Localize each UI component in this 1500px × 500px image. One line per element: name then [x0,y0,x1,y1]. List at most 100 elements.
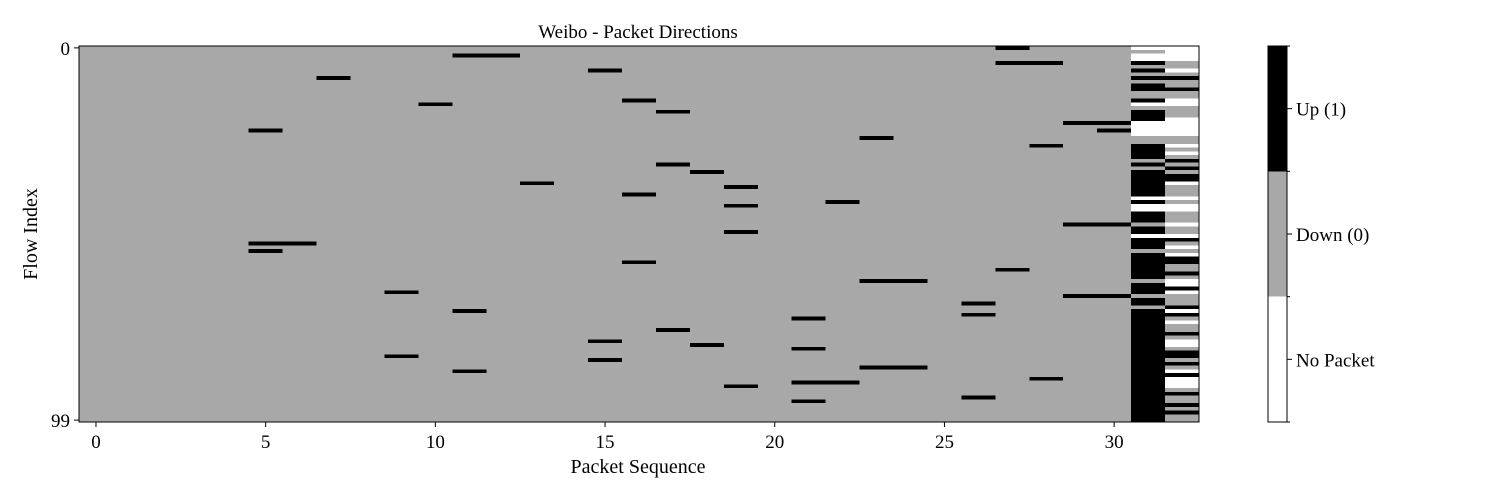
heatmap-cell-down [79,222,1064,227]
heatmap-cell-none [1131,57,1200,62]
heatmap-cell-up [1131,177,1200,182]
heatmap-cell-down [1165,230,1200,235]
heatmap-cell-none [1165,339,1200,344]
heatmap-cell-down [1165,399,1200,404]
flow-row [79,399,1200,404]
heatmap-cell-down [757,203,1132,208]
flow-row [79,230,1200,235]
flow-row [79,290,1200,295]
heatmap-cell-up [1131,316,1166,321]
heatmap-cell-up [961,395,996,400]
heatmap-cell-down [316,241,1132,246]
flow-row [79,102,1200,107]
heatmap-cell-up [1131,267,1166,272]
flow-row [79,106,1200,111]
heatmap-cell-down [1165,264,1200,269]
heatmap-cell-up [1131,162,1166,167]
heatmap-cell-up [1131,113,1166,118]
flow-row [79,207,1200,212]
heatmap-cell-none [1165,279,1200,284]
heatmap-cell-down [79,117,1132,122]
heatmap-cell-up [1131,395,1166,400]
flow-row [79,162,1200,167]
flow-row [79,211,1200,216]
heatmap-cell-down [486,369,1132,374]
flow-row [79,320,1200,325]
heatmap-cell-up [1131,343,1166,348]
heatmap-cell-down [757,185,1132,190]
heatmap-cell-none [1131,203,1200,208]
heatmap-cell-down [79,207,1132,212]
heatmap-cell-down [79,170,691,175]
heatmap-cell-down [1165,346,1200,351]
heatmap-cell-down [79,203,725,208]
flow-row [79,53,1200,58]
heatmap-cell-down [79,369,453,374]
heatmap-cell-down [79,418,1132,423]
heatmap-cell-up [1131,320,1166,325]
heatmap-cell-down [79,106,1200,111]
flow-row [79,222,1200,227]
heatmap-cell-up [995,46,1030,51]
heatmap-cell-up [1131,361,1200,366]
heatmap-cell-down [79,53,453,58]
heatmap-cell-down [79,279,860,284]
flow-row [79,151,1200,156]
heatmap-cell-down [79,124,1132,130]
heatmap-cell-none [1165,290,1200,295]
flow-row [79,173,1200,178]
heatmap-cell-down [79,234,1132,239]
heatmap-cell-down [79,113,1132,118]
heatmap-cell-down [554,181,1132,186]
heatmap-cell-down [79,343,691,348]
flow-row [79,188,1200,193]
flow-row [79,260,1200,265]
heatmap-cell-up [1131,380,1166,385]
flow-row [79,282,1200,287]
flow-row [79,331,1200,336]
heatmap-cell-up [1131,264,1166,269]
heatmap-cell-up [791,399,826,404]
flow-row [79,297,1200,302]
x-axis: 0 5 10 15 20 25 30 [91,422,1124,453]
flow-row [79,128,1200,133]
heatmap-cell-down [1165,188,1200,193]
heatmap-cell-down [79,166,1166,171]
heatmap-cell-down [79,226,1132,231]
heatmap-cell-up [723,230,759,235]
flow-row [79,316,1200,321]
heatmap-cell-up [452,369,487,374]
flow-row [79,136,1200,141]
heatmap-plot-area [79,46,1200,423]
flow-row [79,384,1200,389]
flow-row [79,79,1200,84]
heatmap-cell-down [689,328,1132,333]
heatmap-cell-down [1063,143,1132,148]
heatmap-cell-down [1165,406,1200,412]
heatmap-cell-down [79,200,826,205]
flow-row [79,57,1200,62]
heatmap-cell-up [1131,358,1166,363]
heatmap-cell-up [1131,87,1200,92]
heatmap-cell-up [1131,410,1200,415]
heatmap-cell-down [655,192,1132,197]
heatmap-cell-down [1165,241,1200,246]
heatmap-cell-up [723,384,759,389]
flow-row [79,49,1200,54]
flow-row [79,343,1200,348]
heatmap-cell-down [79,271,1132,276]
heatmap-cell-down [1165,388,1200,393]
heatmap-cell-down [79,188,1132,193]
heatmap-cell-down [927,279,1166,284]
x-tick-label: 5 [261,432,271,453]
heatmap-cell-down [1165,267,1200,272]
flow-row [79,68,1200,73]
heatmap-cell-down [79,79,1200,84]
heatmap-cell-down [79,241,249,246]
flow-row [79,403,1200,408]
heatmap-cell-up [1131,256,1200,261]
heatmap-cell-down [79,155,1132,160]
heatmap-cell-down [1165,301,1200,306]
heatmap-cell-up [1131,68,1166,73]
